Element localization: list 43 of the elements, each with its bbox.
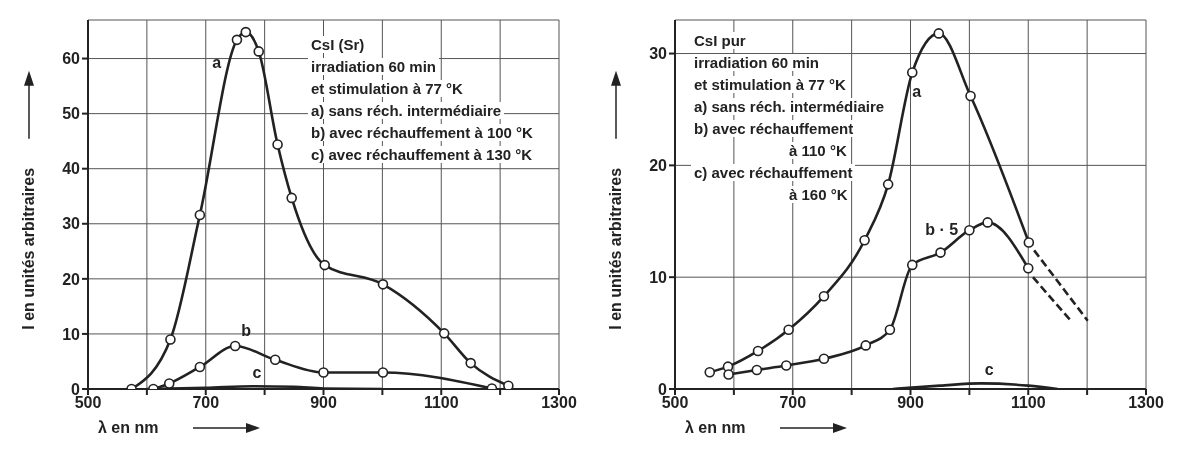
y-tick-label: 10 [62,325,81,343]
y-tick-label: 40 [62,160,81,178]
series-label: a [212,54,222,72]
annotation: à 160 °K [786,186,851,203]
x-tick-label: 900 [897,394,924,412]
x-tick-label: 700 [192,394,220,412]
annotation: et stimulation à 77 °K [691,76,849,93]
y-axis-title: I en unités arbitraires [607,167,624,330]
y-tick-label: 30 [649,45,668,63]
x-tick-label: 1300 [1128,394,1164,412]
annotation: et stimulation à 77 °K [308,80,466,97]
y-axis-title: I en unités arbitraires [20,167,37,330]
y-tick-label: 30 [62,215,81,233]
x-axis-title: λ en nm [685,419,746,436]
x-axis-title: λ en nm [98,419,159,436]
annotation: irradiation 60 min [691,54,823,71]
annotation: irradiation 60 min [308,58,440,75]
x-tick-label: 500 [74,394,102,412]
y-tick-label: 10 [649,268,668,286]
x-tick-label: 500 [661,394,689,412]
x-tick-label: 1100 [1010,394,1046,412]
x-tick-label: 1300 [541,394,577,412]
series-label: b [241,322,252,340]
series-label: c [984,360,994,378]
annotation: CsI pur [691,32,749,49]
x-tick-label: 700 [779,394,807,412]
y-tick-label: 20 [649,157,668,175]
y-tick-label: 60 [62,50,81,68]
annotation: CsI (Sr) [308,36,368,53]
y-tick-label: 20 [62,270,81,288]
annotation: c) avec réchauffement [691,164,856,181]
annotation: a) sans réch. intermédiaire [308,102,505,119]
annotation: b) avec réchauffement [691,120,857,137]
annotation: à 110 °K [786,142,850,159]
series-label: a [912,82,922,100]
series-label: c [252,364,262,382]
x-tick-label: 1100 [423,394,459,412]
y-tick-label: 50 [62,105,81,123]
series-label: b · 5 [925,220,959,238]
x-tick-label: 900 [310,394,337,412]
annotation: c) avec réchauffement à 130 °K [308,146,536,163]
annotation: a) sans réch. intermédiaire [691,98,888,115]
annotation: b) avec réchauffement à 100 °K [308,124,536,141]
